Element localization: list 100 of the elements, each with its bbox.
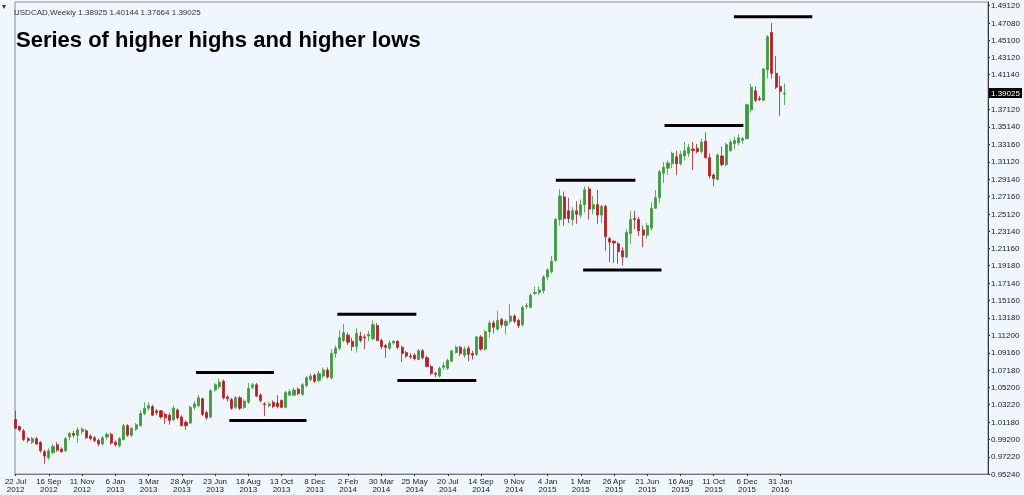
y-tick-label: 1.35140 — [991, 122, 1021, 132]
candlestick — [770, 22, 773, 79]
candlestick — [218, 378, 221, 390]
candlestick — [268, 401, 271, 408]
candlestick — [147, 401, 150, 412]
candlestick — [396, 339, 399, 350]
candlestick — [89, 433, 92, 441]
candlestick — [529, 293, 532, 309]
candlestick — [592, 195, 595, 215]
candlestick — [417, 348, 420, 361]
candlestick — [467, 345, 470, 362]
y-tick-label: 1.21160 — [991, 244, 1020, 254]
x-tick-label: 11 Nov 2012 — [69, 476, 95, 495]
y-tick-label: 1.01180 — [991, 417, 1020, 427]
x-tick-label: 6 Jan 2013 — [105, 476, 126, 495]
x-tick-label: 31 Jan 2016 — [768, 476, 793, 495]
candlestick — [222, 379, 225, 400]
candlestick — [247, 382, 250, 405]
y-tick-label: 1.45100 — [991, 35, 1021, 45]
candlestick — [691, 141, 695, 171]
x-tick-label: 3 Mar 2013 — [138, 476, 160, 495]
candlestick — [455, 345, 458, 354]
candlestick — [126, 423, 129, 438]
candlestick — [479, 334, 483, 352]
y-tick-label: 1.29140 — [991, 174, 1021, 184]
candlestick — [97, 438, 100, 447]
candlestick — [438, 366, 441, 379]
y-tick-label: 1.05200 — [991, 382, 1021, 392]
x-tick-label: 8 Dec 2013 — [304, 476, 326, 495]
candlestick — [284, 390, 287, 409]
x-tick-label: 28 Apr 2013 — [170, 476, 194, 495]
y-tick-label: 1.31120 — [991, 157, 1020, 167]
x-tick-label: 26 Apr 2015 — [602, 476, 626, 495]
candlestick — [201, 397, 204, 417]
x-tick-label: 14 Sep 2014 — [468, 476, 495, 495]
candlestick — [600, 204, 603, 224]
candlestick — [263, 401, 266, 417]
y-tick-label: 1.47080 — [991, 18, 1021, 28]
x-tick-label: 25 May 2014 — [401, 476, 428, 495]
candlestick — [363, 333, 366, 350]
candlestick — [588, 186, 591, 220]
candlestick — [276, 394, 279, 409]
candlestick — [27, 436, 30, 444]
candlestick — [725, 142, 728, 167]
y-tick-label: 1.17140 — [991, 278, 1021, 288]
candlestick — [596, 189, 599, 225]
y-tick-label: 0.99200 — [991, 435, 1021, 445]
x-tick-label: 1 Mar 2015 — [570, 476, 592, 495]
x-tick-label: 20 Jul 2014 — [437, 476, 459, 495]
candlestick — [783, 82, 786, 106]
x-tick-label: 22 Jul 2012 — [4, 476, 27, 495]
candlestick — [68, 431, 71, 441]
candlestick — [85, 428, 88, 440]
candlestick — [14, 410, 17, 430]
candlestick — [189, 405, 192, 425]
candlestick — [255, 382, 258, 398]
candlestick — [93, 435, 96, 443]
candlestick — [151, 404, 154, 417]
candlestick — [720, 146, 724, 167]
x-tick-label: 23 Jun 2013 — [203, 476, 228, 495]
y-tick-label: 1.25120 — [991, 209, 1021, 219]
candlestick — [384, 343, 387, 359]
y-tick-label: 0.95240 — [991, 469, 1021, 479]
candlestick — [687, 143, 690, 158]
candlestick — [214, 382, 217, 393]
y-tick-label: 1.37120 — [991, 105, 1021, 115]
candlestick — [533, 286, 537, 296]
candlestick — [442, 361, 445, 371]
candlestick — [230, 397, 233, 411]
candlestick — [500, 317, 503, 328]
candlestick — [563, 191, 566, 226]
candlestick — [463, 346, 466, 359]
x-tick-label: 16 Sep 2012 — [36, 476, 63, 495]
candlestick — [733, 136, 736, 150]
candlestick — [317, 370, 321, 383]
y-tick-label: 1.49120 — [991, 0, 1021, 10]
text: USDCAD,Weekly 1.38925 1.40144 1.37664 1.39025 — [14, 7, 202, 17]
candlestick — [209, 388, 212, 420]
candlestick — [571, 206, 574, 226]
text: Series of higher highs and higher lows — [16, 26, 421, 52]
y-tick-label: 1.27160 — [991, 191, 1021, 201]
candlestick — [459, 345, 462, 357]
x-tick-label: 13 Oct 2013 — [269, 476, 295, 495]
y-tick-label: 1.03220 — [991, 400, 1021, 410]
candlestick — [621, 246, 624, 266]
candlestick — [76, 426, 79, 444]
candlestick — [22, 428, 25, 442]
y-tick-label: 1.43120 — [991, 53, 1021, 62]
x-tick-label: 11 Oct 2015 — [702, 476, 726, 495]
candlestick — [475, 335, 478, 357]
candlestick — [313, 373, 316, 384]
candlestick — [392, 339, 395, 346]
x-tick-label: 2 Feb 2014 — [337, 476, 359, 495]
y-tick-label: 1.23140 — [991, 226, 1021, 236]
candlestick — [326, 366, 329, 380]
y-tick-label: 1.07180 — [991, 365, 1021, 375]
candlestick — [521, 305, 524, 327]
candlestick — [642, 225, 645, 248]
candlestick — [737, 133, 740, 146]
candlestick — [197, 394, 200, 408]
